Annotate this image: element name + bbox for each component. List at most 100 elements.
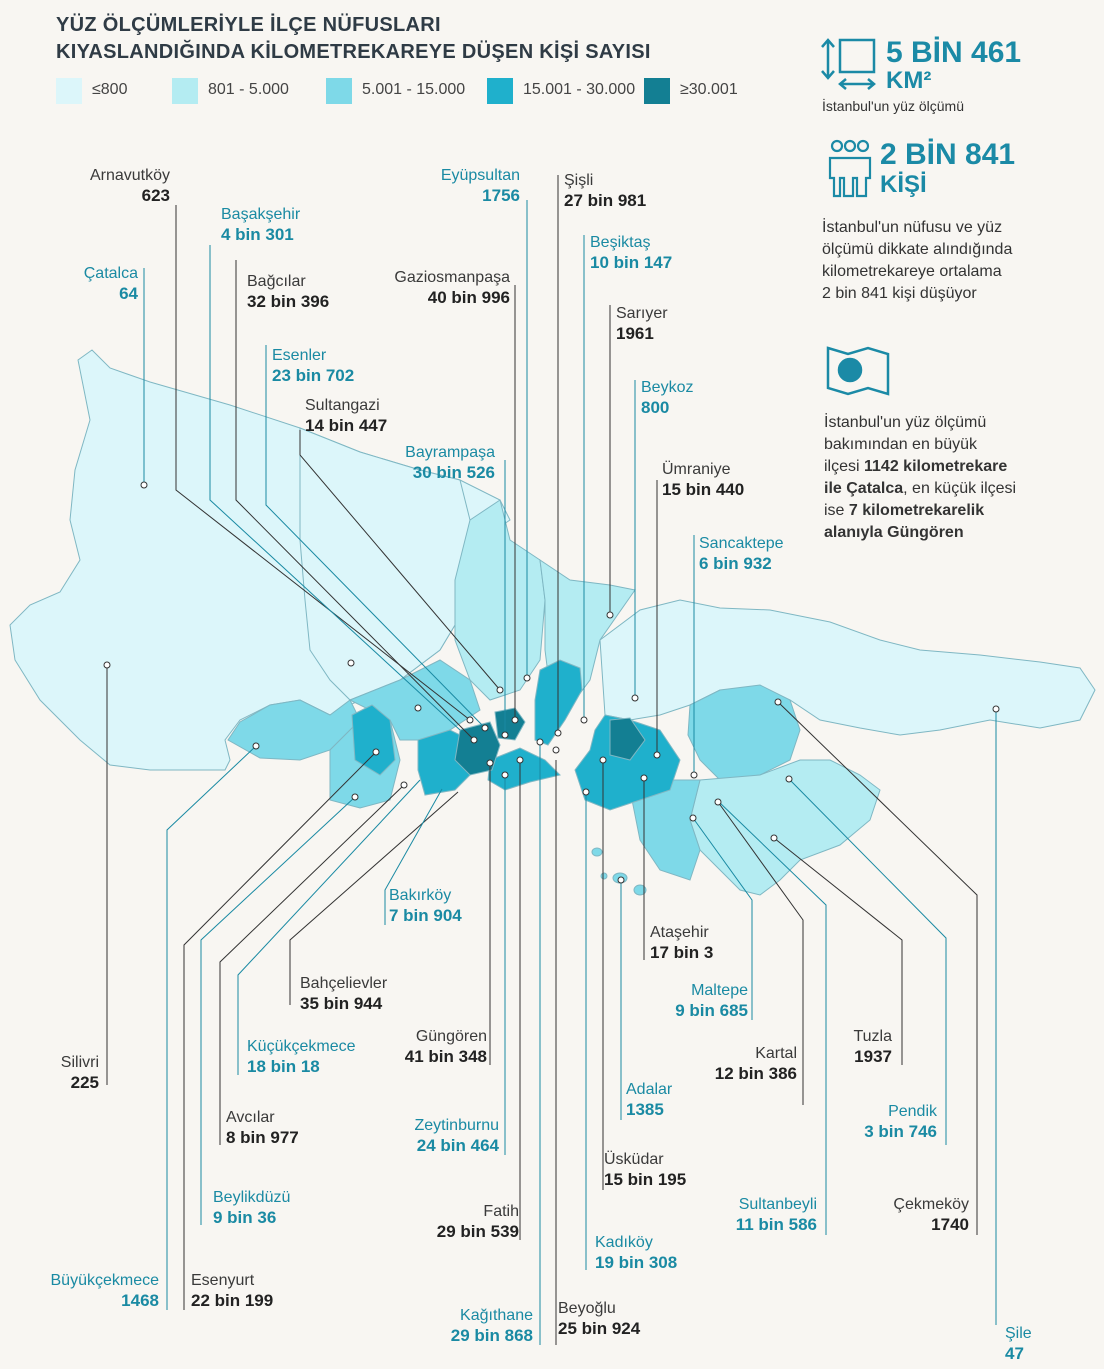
leader-dots [103,481,1000,884]
legend-label: 801 - 5.000 [208,81,289,98]
label-avcilar: Avcılar 8 bin 977 [226,1108,299,1148]
label-tuzla: Tuzla 1937 [820,1027,892,1067]
district-name: Bahçelievler [300,975,388,992]
legend-swatch [487,78,513,104]
legend-label: ≥30.001 [680,81,738,98]
district-name: Eyüpsultan [440,167,520,184]
label-eyupsultan: Eyüpsultan 1756 [400,166,520,206]
density-unit: KİŞİ [880,171,927,198]
district-value: 15 bin 195 [604,1170,687,1189]
leader-pendik [788,778,947,1145]
dot-sultangazi-core [496,686,504,694]
district-name: Üsküdar [604,1151,664,1168]
label-atasehir: Ataşehir 17 bin 3 [650,923,713,963]
dot-atasehir [640,774,648,782]
dot-esenler [481,724,489,732]
label-kartal: Kartal 12 bin 386 [680,1044,797,1084]
leader-sultangazi [299,430,501,691]
district-value: 35 bin 944 [300,994,383,1013]
district-name: Tuzla [853,1028,892,1045]
district-name: Sultangazi [305,397,380,414]
people-icon [828,139,872,198]
label-catalca: Çatalca 64 [40,264,138,304]
district-name: Kadıköy [595,1234,653,1251]
dot-zeytinburnu [501,771,509,779]
district-name: Kartal [755,1045,797,1062]
ruler-area-icon [821,38,876,90]
legend-swatch [644,78,670,104]
dot-esenyurt [372,748,380,756]
district-value: 27 bin 981 [564,191,647,210]
dot-kartal [714,798,722,806]
district-value: 15 bin 440 [662,480,745,499]
leader-basaksehir [209,245,461,731]
legend-label: 5.001 - 15.000 [362,81,466,98]
leader-beylikduzu [200,796,356,1225]
legend-label: 15.001 - 30.000 [523,81,636,98]
district-name: Sultanbeyli [738,1196,817,1213]
district-name: Arnavutköy [89,167,170,184]
density-caption-line: İstanbul'un nüfusu ve yüz [822,219,1003,236]
extremes-text: , en küçük ilçesi [903,480,1017,497]
label-basaksehir: Başakşehir 4 bin 301 [221,205,300,245]
dot-eyupsultan [523,674,531,682]
extremes-line: İstanbul'un yüz ölçümü [824,414,987,431]
dot-besiktas [580,716,588,724]
district-value: 1756 [482,186,520,205]
district-value: 29 bin 868 [450,1326,533,1345]
region-eyupsultan [454,499,546,701]
extremes-line: bakımından en büyük [824,436,977,453]
district-name: Pendik [888,1103,937,1120]
region-bagcilar-gungoren [454,721,501,776]
leader-bahcelievler [289,791,459,1005]
district-value: 14 bin 447 [305,416,388,435]
leader-avcilar [219,784,405,1145]
density-caption-line: 2 bin 841 kişi düşüyor [822,285,977,302]
district-name: Beyoğlu [558,1300,616,1317]
extremes-line: ile Çatalca, en küçük ilçesi [824,478,1016,500]
label-silivri: Silivri 225 [20,1053,99,1093]
dot-bagcilar [470,736,478,744]
district-name: Bakırköy [389,887,452,904]
dot-kagithane [536,738,544,746]
district-name: Avcılar [226,1109,275,1126]
district-name: Esenyurt [191,1272,255,1289]
dot-umraniye [653,751,661,759]
label-bagcilar: Bağcılar 32 bin 396 [247,272,329,312]
district-name: Bağcılar [247,273,306,290]
area-value: 5 BİN 461 [886,36,1022,69]
leader-lines [106,175,997,1345]
label-uskudar: Üsküdar 15 bin 195 [604,1150,686,1190]
label-sisli: Şişli 27 bin 981 [564,171,646,211]
district-value: 7 bin 904 [389,906,462,925]
label-sariyer: Sarıyer 1961 [616,304,668,344]
district-name: Ataşehir [650,924,709,941]
density-caption-line: kilometrekareye ortalama [822,263,1002,280]
district-value: 32 bin 396 [247,292,330,311]
district-name: Sancaktepe [699,535,784,552]
label-beyoglu: Beyoğlu 25 bin 924 [558,1299,640,1339]
district-name: Adalar [626,1081,673,1098]
area-unit: KM² [886,67,932,94]
leader-maltepe [692,817,753,1020]
extremes-bold: ile Çatalca [824,480,904,497]
extremes-line: alanıyla Güngören [824,522,1016,544]
label-beykoz: Beykoz 800 [641,378,693,418]
district-name: Silivri [60,1054,99,1071]
district-name: Beykoz [641,379,694,396]
district-value: 47 [1005,1344,1024,1363]
legend-label: ≤800 [92,81,128,98]
map-land [9,349,1096,896]
region-gaziosmanpasa [494,707,526,741]
dot-gungoren [486,759,494,767]
label-maltepe: Maltepe 9 bin 685 [630,981,748,1021]
district-value: 30 bin 526 [412,463,495,482]
dot-maltepe [689,814,697,822]
district-value: 18 bin 18 [247,1057,320,1076]
extremes-line: ise 7 kilometrekarelik [824,500,1016,522]
district-name: Şile [1005,1325,1032,1342]
region-cekmekoy-sancaktepe [687,684,801,781]
leader-tuzla [773,837,903,1065]
label-umraniye: Ümraniye 15 bin 440 [662,460,744,500]
dot-pendik [785,775,793,783]
